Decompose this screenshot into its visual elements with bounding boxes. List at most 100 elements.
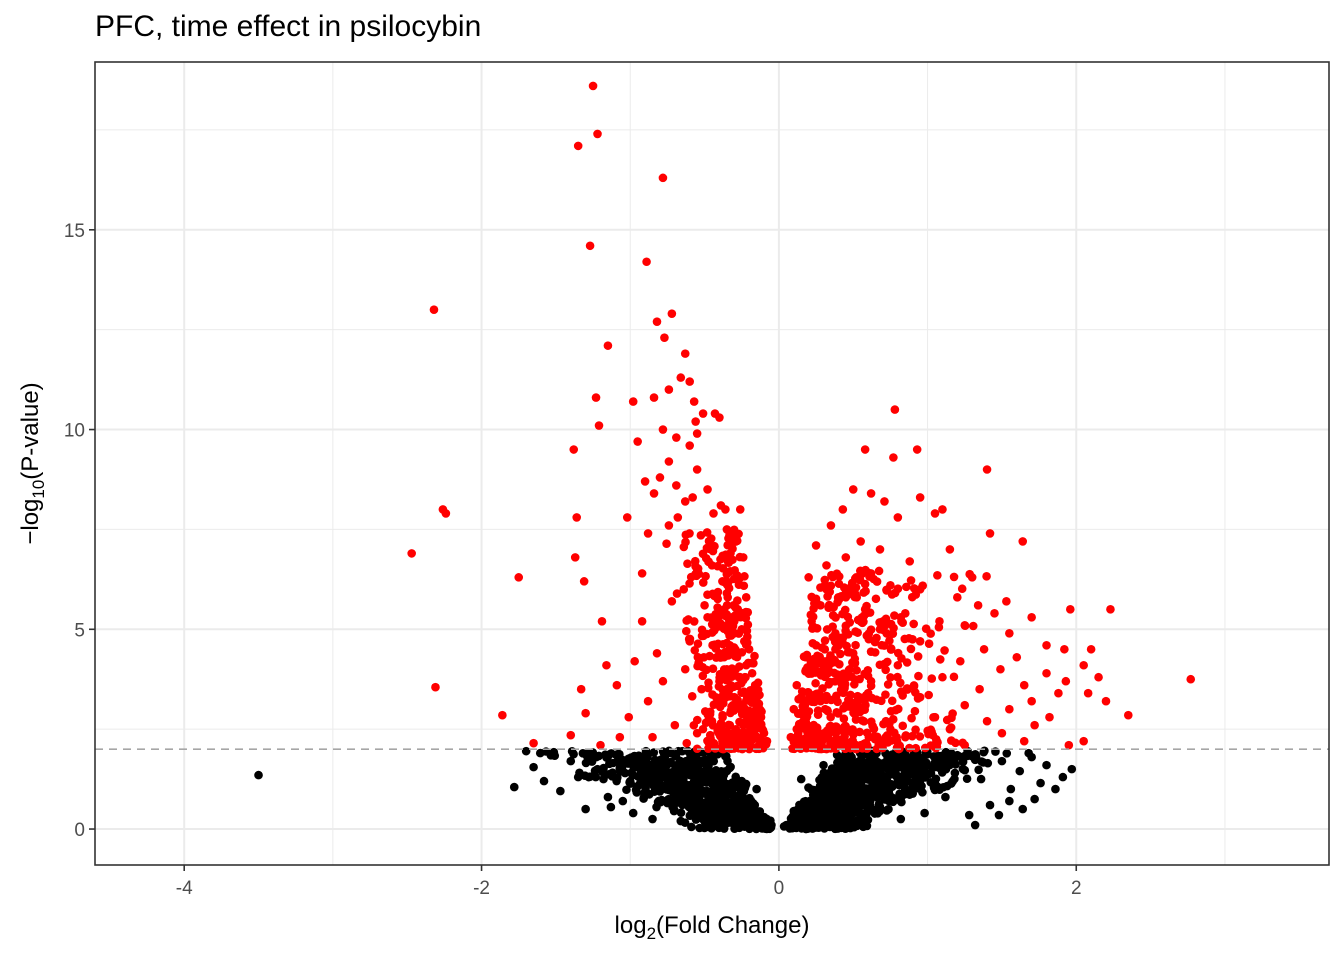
non-significant-point xyxy=(718,790,728,799)
significant-point xyxy=(880,497,889,506)
significant-point xyxy=(946,723,956,732)
significant-point xyxy=(934,622,944,632)
significant-point xyxy=(741,593,751,602)
significant-point xyxy=(708,664,718,673)
significant-point xyxy=(909,619,918,629)
significant-point xyxy=(979,644,989,654)
panel-border xyxy=(94,61,1330,866)
significant-point xyxy=(871,594,881,604)
significant-point xyxy=(813,651,822,661)
significant-point xyxy=(581,708,590,718)
non-significant-point xyxy=(964,810,974,820)
significant-point xyxy=(924,690,934,700)
significant-point xyxy=(823,706,832,716)
significant-point xyxy=(1019,736,1029,746)
significant-point xyxy=(866,681,876,691)
non-significant-point xyxy=(976,774,986,784)
significant-point xyxy=(880,621,890,630)
significant-point xyxy=(893,704,903,714)
significant-point xyxy=(1012,652,1022,662)
non-significant-point xyxy=(796,774,806,784)
non-significant-point xyxy=(704,761,713,771)
significant-point xyxy=(594,421,604,430)
significant-point xyxy=(834,579,844,589)
significant-point xyxy=(1027,696,1036,706)
significant-point xyxy=(890,588,900,598)
significant-point xyxy=(750,651,759,661)
significant-point xyxy=(824,603,833,613)
significant-point xyxy=(888,629,898,638)
significant-point xyxy=(997,728,1007,738)
non-significant-point xyxy=(833,758,842,767)
significant-point xyxy=(859,694,868,704)
significant-point xyxy=(690,645,700,655)
non-significant-point xyxy=(946,753,956,762)
non-significant-point xyxy=(539,776,549,786)
non-significant-point xyxy=(716,777,725,787)
non-significant-point xyxy=(872,792,882,801)
non-significant-point xyxy=(1042,760,1051,770)
significant-point xyxy=(858,618,867,628)
significant-point xyxy=(821,692,830,702)
significant-point xyxy=(930,509,940,518)
significant-point xyxy=(704,557,713,566)
non-significant-point xyxy=(729,791,738,801)
non-significant-point xyxy=(962,751,972,761)
significant-point xyxy=(727,664,737,673)
significant-point xyxy=(683,559,692,568)
significant-point xyxy=(693,652,703,662)
non-significant-point xyxy=(985,800,995,810)
significant-point xyxy=(743,632,752,642)
non-significant-point xyxy=(823,769,833,778)
non-significant-point xyxy=(650,787,659,796)
non-significant-point xyxy=(700,823,709,833)
non-significant-point xyxy=(853,791,862,800)
significant-point xyxy=(1061,676,1071,686)
significant-point xyxy=(588,81,598,91)
non-significant-point xyxy=(838,781,848,791)
non-significant-point xyxy=(714,816,724,826)
significant-point xyxy=(689,617,699,626)
significant-point xyxy=(818,684,827,693)
significant-point xyxy=(975,684,984,694)
non-significant-point xyxy=(689,760,698,770)
significant-point xyxy=(756,720,766,729)
significant-point xyxy=(850,654,860,664)
non-significant-point xyxy=(979,747,988,757)
significant-point xyxy=(691,417,700,426)
significant-point xyxy=(735,717,744,727)
significant-point xyxy=(1066,605,1075,614)
significant-point xyxy=(825,587,835,597)
significant-point xyxy=(920,743,930,753)
non-significant-point xyxy=(856,811,865,821)
significant-point xyxy=(913,652,923,661)
non-significant-point xyxy=(672,760,682,770)
non-significant-point xyxy=(550,751,560,761)
significant-point xyxy=(696,531,706,540)
non-significant-point xyxy=(688,787,698,797)
significant-point xyxy=(797,695,807,705)
significant-point xyxy=(804,707,814,716)
significant-point xyxy=(721,505,730,514)
significant-point xyxy=(863,568,873,577)
significant-point xyxy=(747,717,757,726)
non-significant-point xyxy=(920,773,930,782)
significant-point xyxy=(1123,710,1133,720)
significant-point xyxy=(902,684,912,693)
significant-point xyxy=(718,639,728,649)
non-significant-point xyxy=(714,801,724,811)
non-significant-point xyxy=(997,756,1007,766)
non-significant-point xyxy=(603,792,613,802)
non-significant-points xyxy=(254,746,1077,834)
y-tick-label: 15 xyxy=(64,221,85,242)
non-significant-point xyxy=(697,756,707,766)
significant-point xyxy=(949,672,959,682)
significant-point xyxy=(719,699,728,708)
significant-point xyxy=(869,574,878,584)
significant-point xyxy=(882,629,891,638)
significant-point xyxy=(680,664,690,674)
non-significant-point xyxy=(677,799,686,809)
significant-point xyxy=(746,658,756,668)
significant-point xyxy=(841,626,850,636)
non-significant-point xyxy=(888,752,898,762)
